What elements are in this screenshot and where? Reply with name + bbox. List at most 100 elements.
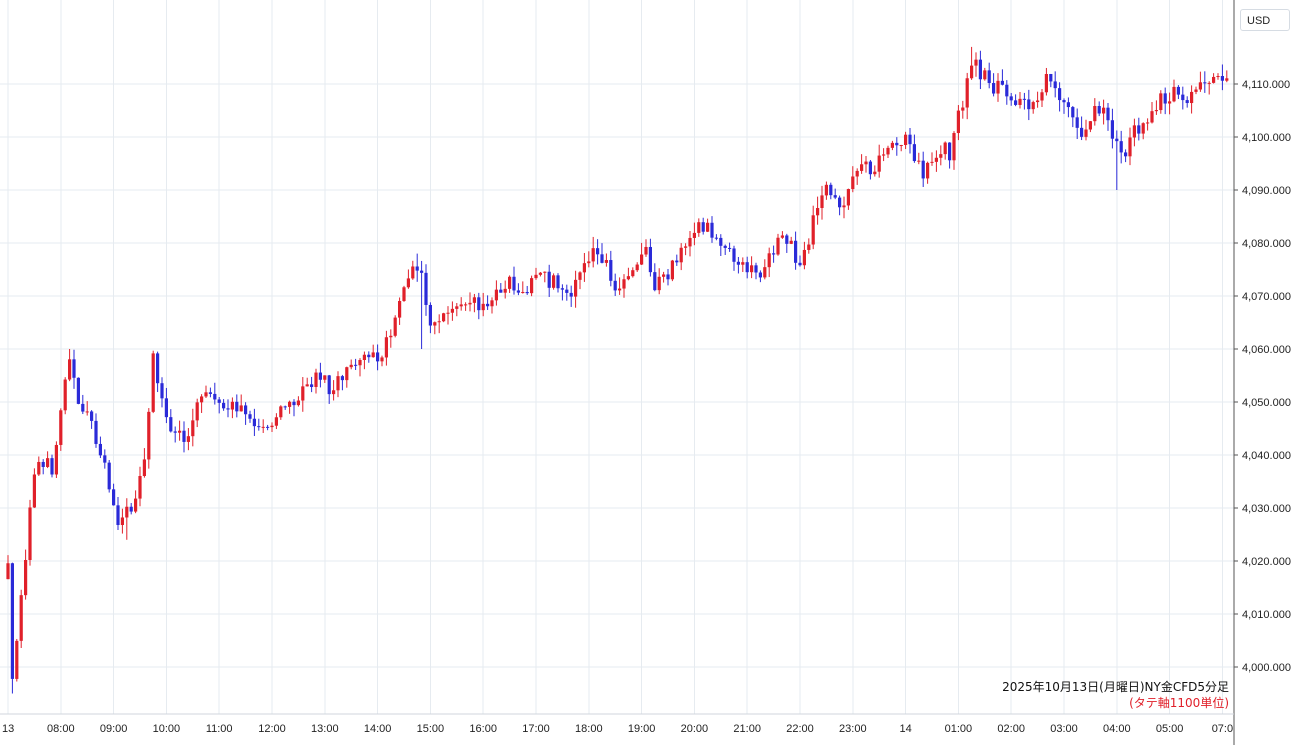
candle-body (270, 425, 274, 428)
candle-body (1181, 94, 1185, 101)
candle-body (310, 384, 314, 387)
candle-body (934, 157, 938, 162)
y-tick-label: 4,020.000 (1242, 556, 1291, 568)
candle-down (72, 349, 76, 389)
candle-down (208, 387, 212, 398)
candle-up (230, 397, 234, 419)
candle-body (706, 222, 710, 232)
candle-up (626, 267, 630, 281)
candle-up (1084, 119, 1088, 141)
candle-down (838, 195, 842, 216)
candle-down (675, 254, 679, 266)
candle-up (279, 405, 283, 420)
candle-body (24, 559, 28, 596)
candle-body (222, 402, 226, 409)
candle-body (653, 272, 657, 291)
candle-up (186, 428, 190, 451)
candlestick-series (6, 46, 1229, 694)
candle-body (1212, 76, 1216, 83)
candle-body (1203, 82, 1207, 84)
candle-down (1000, 69, 1004, 86)
y-tick-label: 4,110.000 (1242, 79, 1290, 91)
candle-down (609, 250, 613, 287)
candle-body (1154, 110, 1158, 112)
candle-body (538, 272, 542, 275)
candle-up (877, 144, 881, 178)
candle-up (85, 401, 89, 416)
candle-body (802, 249, 806, 266)
candle-down (90, 410, 94, 429)
candle-up (1159, 90, 1163, 114)
candle-up (789, 236, 793, 245)
candle-up (679, 243, 683, 271)
candle-up (28, 499, 32, 566)
candle-body (600, 254, 604, 263)
candle-up (178, 420, 182, 441)
candle-up (406, 269, 410, 289)
candle-body (1084, 129, 1088, 137)
candle-body (1172, 86, 1176, 102)
candle-body (72, 359, 76, 378)
candle-up (384, 330, 388, 366)
candle-body (68, 359, 72, 380)
candle-down (921, 151, 925, 187)
candle-up (860, 154, 864, 174)
candle-down (1220, 64, 1224, 91)
candle-up (63, 377, 67, 415)
candle-body (398, 300, 402, 318)
candle-down (596, 239, 600, 265)
candle-body (314, 372, 318, 387)
candle-body (147, 411, 151, 460)
candle-body (1132, 125, 1136, 138)
candle-body (552, 275, 556, 288)
candle-up (587, 251, 591, 268)
candle-down (103, 449, 107, 469)
candle-body (574, 279, 578, 297)
candle-down (829, 182, 833, 200)
candle-body (279, 406, 283, 418)
candle-down (525, 285, 529, 295)
x-tick-label: 12:00 (258, 723, 286, 735)
candle-body (846, 189, 850, 206)
currency-label[interactable]: USD (1240, 9, 1290, 31)
candle-body (758, 272, 762, 278)
candle-body (723, 245, 727, 248)
candle-up (1207, 81, 1211, 95)
candle-body (217, 399, 221, 403)
candle-up (899, 144, 903, 152)
candle-body (340, 376, 344, 381)
candle-down (758, 270, 762, 283)
candle-up (1093, 98, 1097, 126)
candle-body (1075, 117, 1079, 128)
candle-body (345, 367, 349, 381)
candle-body (1062, 100, 1066, 103)
x-tick-label: 18:00 (575, 723, 603, 735)
candle-body (90, 411, 94, 421)
candle-up (1141, 122, 1145, 140)
candle-down (723, 244, 727, 255)
candle-body (587, 261, 591, 264)
candle-down (736, 256, 740, 274)
candle-up (622, 274, 626, 298)
candle-up (582, 253, 586, 282)
candle-body (684, 246, 688, 248)
candle-down (1058, 82, 1062, 112)
candle-body (266, 426, 270, 428)
candle-body (371, 352, 375, 358)
candle-up (996, 73, 1000, 102)
candle-body (688, 237, 692, 247)
candle-body (261, 426, 265, 428)
candle-down (648, 238, 652, 277)
candle-body (829, 184, 833, 196)
candle-body (85, 411, 89, 413)
candle-down (772, 245, 776, 263)
candle-body (1106, 107, 1110, 121)
candle-down (169, 409, 173, 433)
candle-body (362, 354, 366, 360)
candle-body (103, 455, 107, 463)
candle-body (750, 265, 754, 273)
candle-body (1036, 100, 1040, 103)
candle-up (503, 280, 507, 299)
x-tick-label: 15:00 (417, 723, 445, 735)
